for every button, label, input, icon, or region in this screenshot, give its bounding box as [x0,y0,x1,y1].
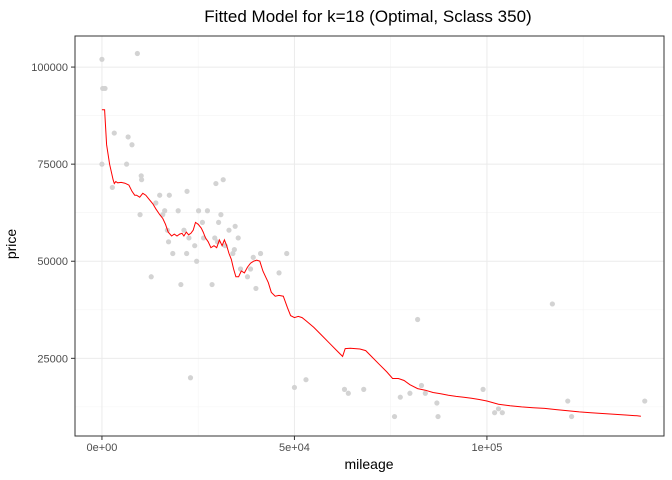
data-point [192,243,198,249]
data-point [165,239,172,245]
data-point [102,85,108,92]
data-point [212,235,218,241]
data-point [418,382,425,389]
data-point [137,212,143,218]
x-axis-title: mileage [344,456,393,472]
data-point [111,130,117,136]
data-point [492,410,498,416]
data-point [138,173,144,179]
data-point [247,266,254,272]
data-point [209,281,215,288]
data-point [345,390,351,396]
data-point [480,386,486,392]
data-point [204,208,211,214]
x-tick-label: 5e+04 [279,442,310,454]
data-point [199,219,206,226]
data-point [226,227,232,233]
data-point [237,266,244,272]
data-point [495,406,502,412]
panel-border [74,35,665,437]
chart-title: Fitted Model for k=18 (Optimal, Sclass 3… [204,7,531,26]
data-point [499,410,505,416]
data-point [99,161,105,167]
data-point [220,177,226,183]
data-point [253,285,259,292]
data-point [397,394,403,400]
data-point [642,398,648,404]
data-point [184,188,190,194]
data-point [138,177,145,183]
y-axis: 25000 50000 75000 100000 [31,62,75,365]
data-point [175,208,181,214]
data-point [162,208,168,214]
data-point [565,398,571,404]
grid-lines [75,36,664,436]
data-point [232,223,238,229]
data-point [235,235,241,241]
data-point [186,235,192,241]
data-point [291,384,298,391]
data-point [244,274,251,280]
y-tick-label: 75000 [37,159,68,171]
x-axis: 0e+00 5e+04 1e+05 [86,436,502,454]
data-point [109,184,115,191]
data-point [361,386,367,392]
data-point [569,413,575,420]
y-tick-label: 50000 [37,256,68,268]
data-point [250,254,256,260]
data-point [215,219,222,226]
data-point [276,270,282,276]
data-point [129,142,135,148]
data-point [195,208,202,214]
data-point [166,192,172,198]
data-point [257,250,264,257]
data-point [341,386,348,392]
data-point [407,390,413,396]
plot-panel [74,35,665,437]
data-point [123,161,130,167]
data-point [184,250,190,257]
data-point [415,316,421,323]
data-point [435,413,441,420]
data-point [99,56,105,62]
data-point [170,250,176,257]
data-point [157,192,163,198]
y-tick-label: 100000 [31,62,68,74]
x-tick-label: 1e+05 [471,442,502,454]
fitted-model-line [101,109,641,417]
data-point [549,301,555,307]
data-point [160,212,166,218]
data-point [391,413,398,420]
data-point [153,200,159,206]
y-tick-label: 25000 [37,353,68,365]
data-point [134,50,140,57]
data-point [303,377,309,383]
data-point [284,250,290,257]
y-axis-title: price [3,229,19,260]
data-point [148,274,154,280]
data-point [125,134,131,140]
data-point [194,258,200,264]
data-point [434,400,440,406]
data-point [231,246,237,253]
x-tick-label: 0e+00 [86,442,117,454]
data-point [218,212,224,218]
data-points [99,50,648,420]
data-point [181,227,187,233]
data-point [422,390,428,396]
data-point [178,281,184,288]
data-point [187,375,194,381]
data-point [213,180,219,187]
